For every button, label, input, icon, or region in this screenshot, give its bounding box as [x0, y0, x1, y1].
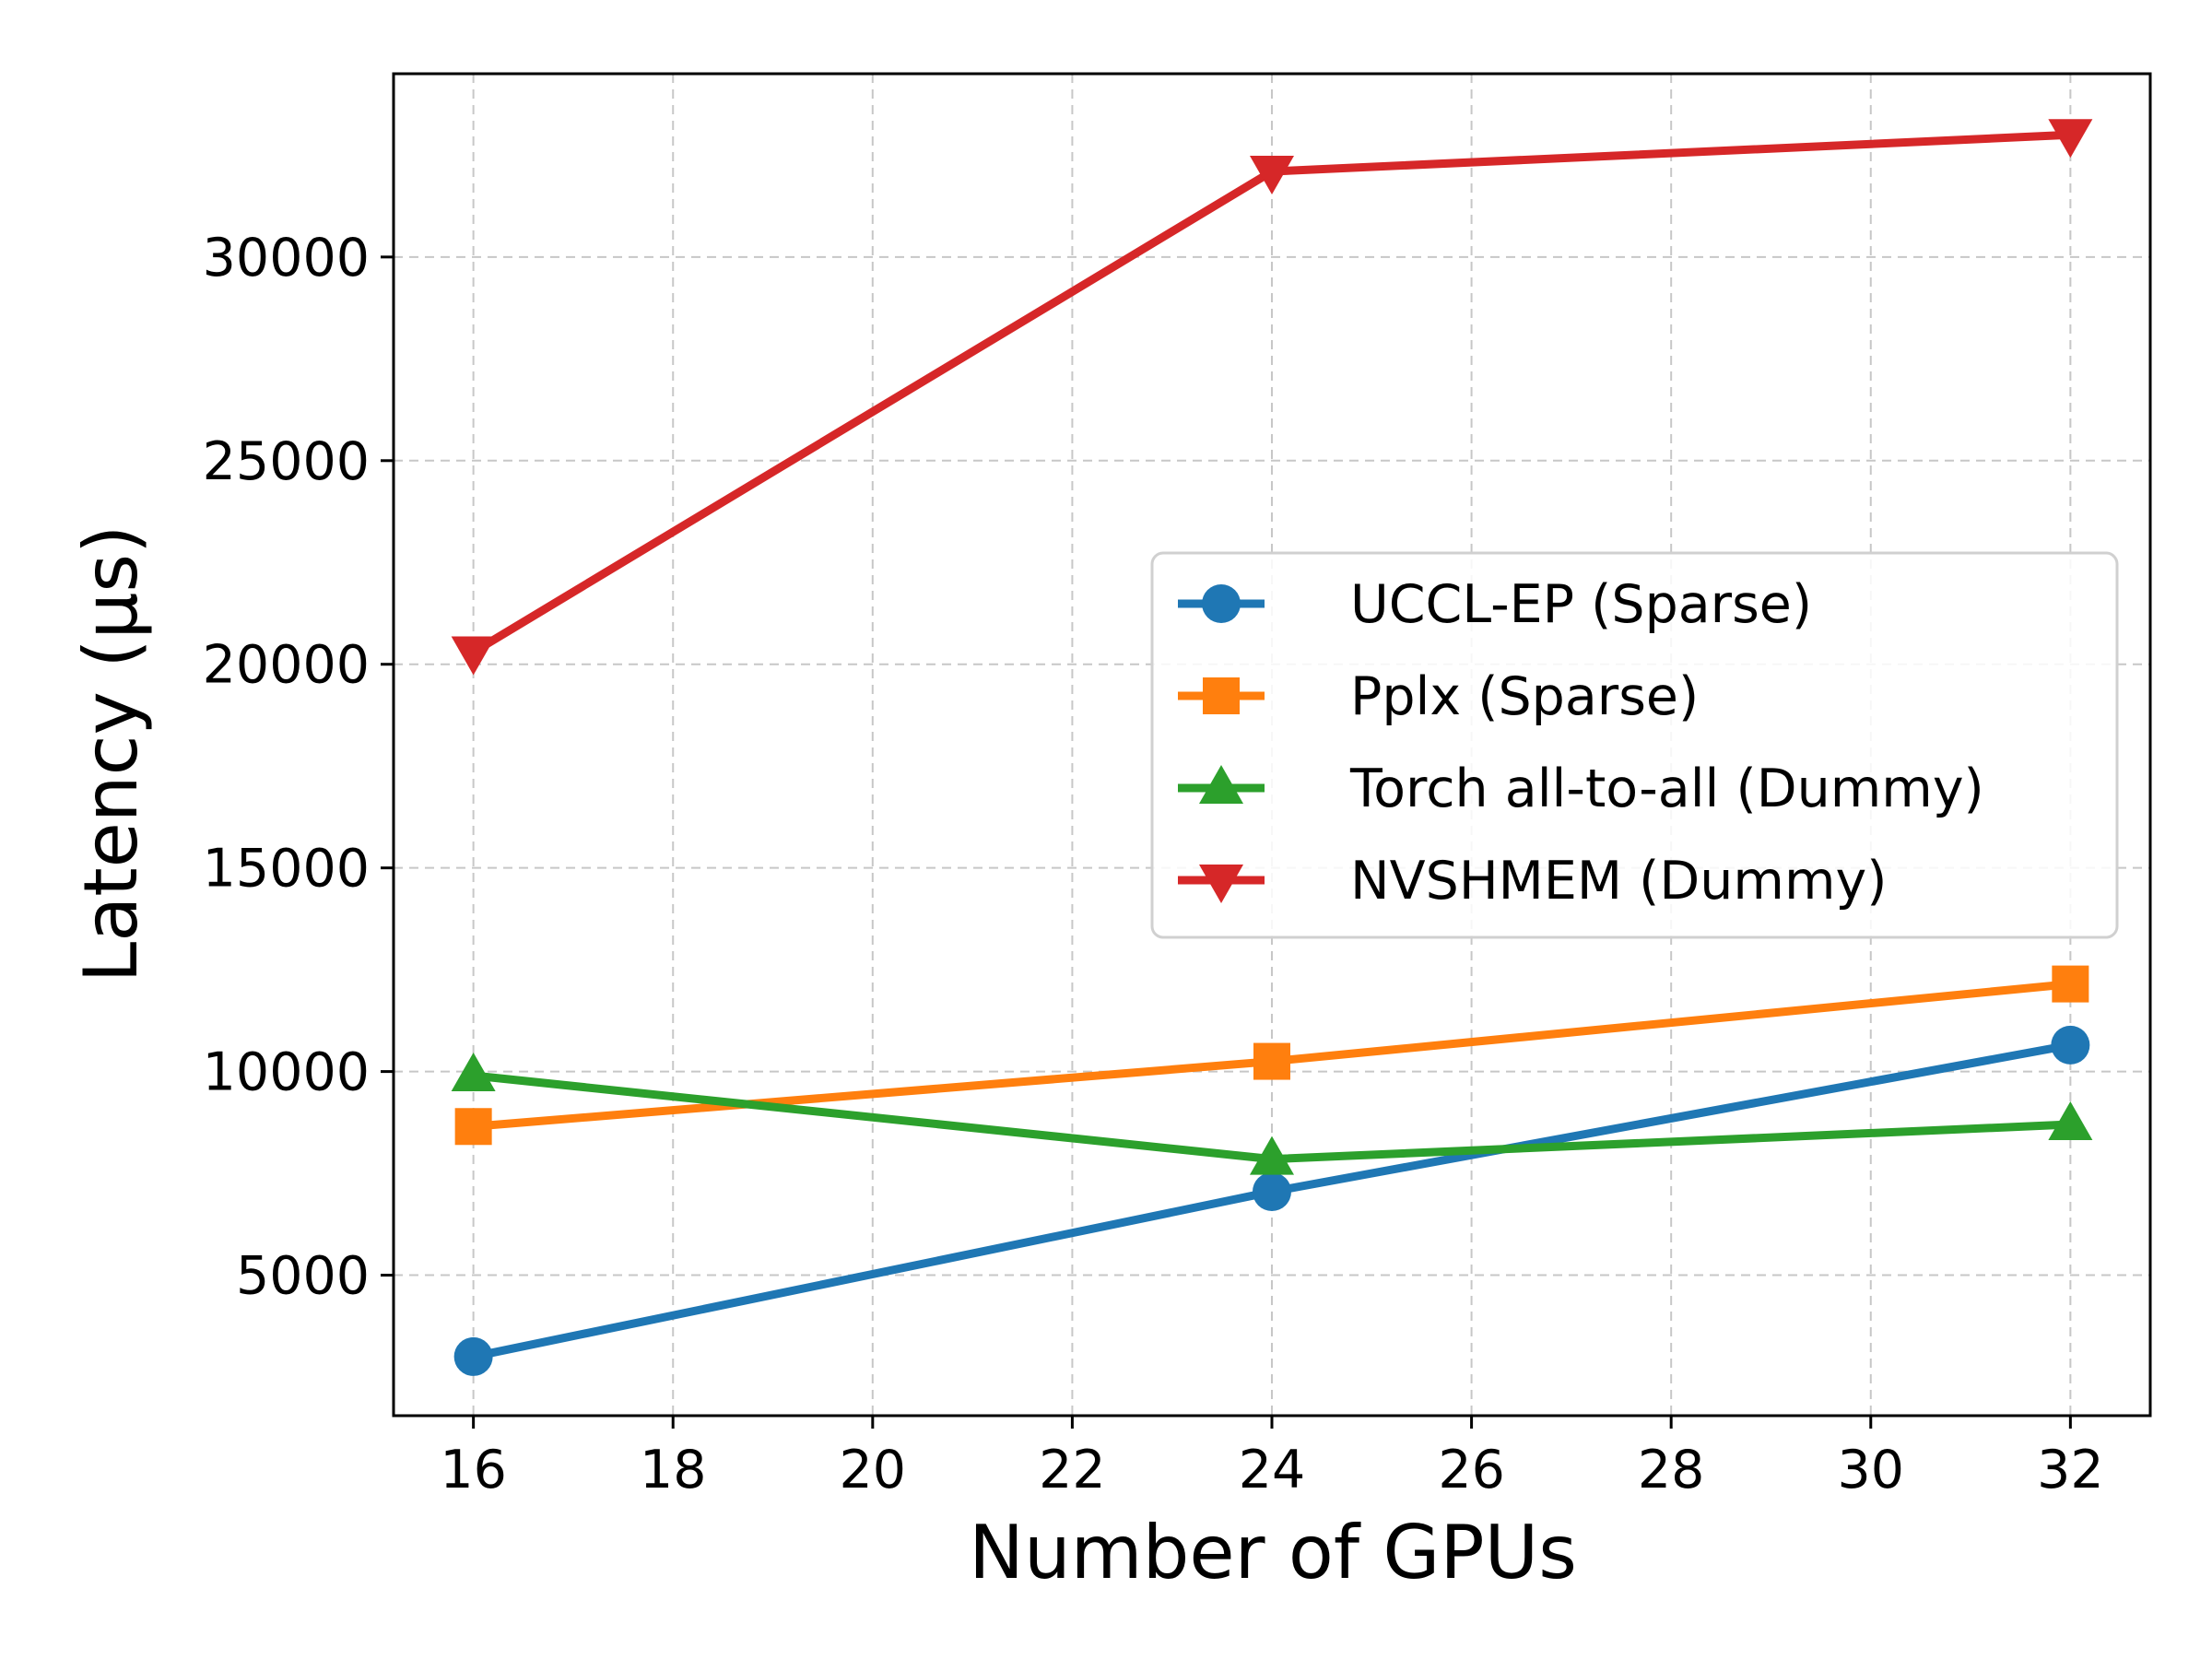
y-tick-label: 30000: [203, 228, 370, 288]
x-axis-label: Number of GPUs: [969, 1510, 1577, 1595]
series-pplx-sparse: [454, 965, 2089, 1146]
legend-label: NVSHMEM (Dummy): [1350, 851, 1887, 912]
legend-label: Pplx (Sparse): [1350, 666, 1699, 727]
legend-entry-uccl-ep-sparse: UCCL-EP (Sparse): [1178, 574, 1812, 635]
x-tick-label: 28: [1638, 1440, 1705, 1500]
y-tick-label: 20000: [203, 635, 370, 696]
data-point: [1250, 1135, 1294, 1175]
legend: UCCL-EP (Sparse) Pplx (Sparse) Torch all-t…: [1150, 551, 2119, 939]
legend-marker: [1199, 865, 1243, 903]
x-tick-label: 26: [1438, 1440, 1505, 1500]
legend-entry-nvshmem-dummy: NVSHMEM (Dummy): [1178, 851, 1887, 912]
data-point: [453, 1336, 493, 1376]
legend-entry-torch-all-to-all-dummy: Torch all-to-all (Dummy): [1178, 759, 1984, 819]
x-tick-label: 20: [840, 1440, 907, 1500]
x-tick-label: 18: [640, 1440, 707, 1500]
x-tick-label: 24: [1239, 1440, 1306, 1500]
data-point: [2048, 1101, 2093, 1141]
legend-marker: [1199, 765, 1243, 804]
y-axis-ticks: 5000 10000 15000 20000 25000 30000: [203, 228, 394, 1307]
legend-label: Torch all-to-all (Dummy): [1349, 759, 1984, 819]
data-point: [451, 1053, 496, 1092]
x-tick-label: 22: [1039, 1440, 1106, 1500]
y-axis-label: Latency (μs): [68, 525, 154, 983]
data-point: [451, 636, 496, 676]
data-point: [1253, 1042, 1290, 1080]
x-axis-ticks: 16 18 20 22 24 26 28 30 32: [440, 1416, 2104, 1500]
data-point: [2051, 1025, 2090, 1065]
series-layer: [451, 119, 2093, 1376]
legend-label: UCCL-EP (Sparse): [1350, 574, 1812, 635]
legend-entry-pplx-sparse: Pplx (Sparse): [1178, 666, 1699, 727]
data-point: [1250, 156, 1294, 195]
legend-marker: [1202, 584, 1241, 623]
y-tick-label: 15000: [203, 839, 370, 900]
data-point: [1253, 1171, 1291, 1211]
series-uccl-ep-sparse: [453, 1025, 2090, 1376]
data-point: [454, 1108, 492, 1146]
data-point: [2052, 965, 2089, 1003]
series-nvshmem-dummy: [451, 119, 2093, 676]
y-tick-label: 5000: [236, 1246, 370, 1307]
series-torch-all-to-all-dummy: [451, 1053, 2093, 1175]
data-point: [2048, 119, 2093, 159]
legend-box: [1150, 551, 2119, 939]
y-tick-label: 10000: [203, 1042, 370, 1103]
y-tick-label: 25000: [203, 431, 370, 492]
legend-marker: [1203, 677, 1240, 714]
x-tick-label: 16: [440, 1440, 507, 1500]
x-tick-label: 30: [1838, 1440, 1905, 1500]
x-tick-label: 32: [2037, 1440, 2104, 1500]
